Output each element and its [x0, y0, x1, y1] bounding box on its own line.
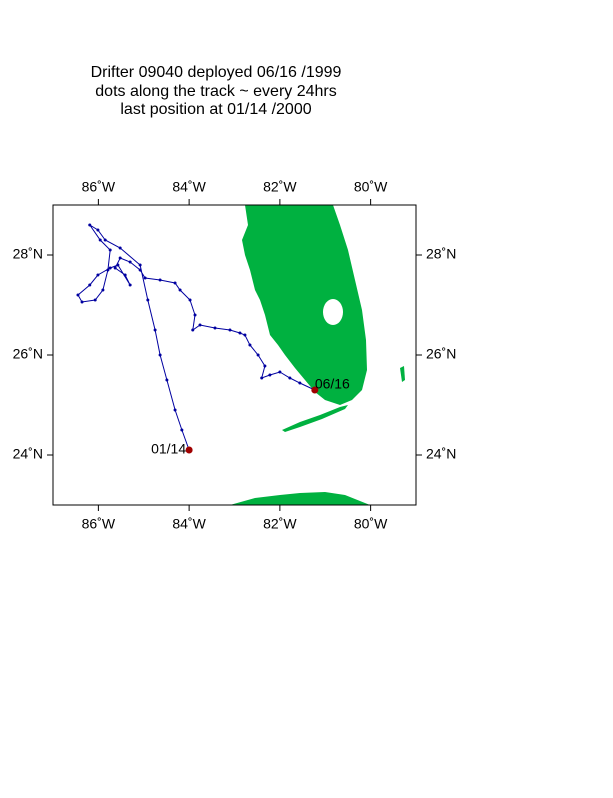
daily-dot [98, 238, 102, 242]
daily-dot [263, 364, 267, 368]
daily-dot [173, 408, 177, 412]
x-tick-label: 86˚W [82, 179, 116, 195]
keys [282, 405, 348, 432]
y-tick-label: 26˚N [426, 346, 456, 362]
daily-dot [80, 300, 84, 304]
y-tick-label: 26˚N [13, 346, 43, 362]
y-tick-label: 24˚N [426, 446, 456, 462]
daily-dot [173, 281, 177, 285]
daily-dot [238, 331, 242, 335]
daily-dot [180, 428, 184, 432]
daily-dot [278, 370, 282, 374]
daily-dot [108, 248, 112, 252]
daily-dot [88, 223, 92, 227]
daily-dot [165, 378, 169, 382]
daily-dot [118, 256, 122, 260]
daily-dot [138, 268, 142, 272]
daily-dot [298, 381, 302, 385]
florida [242, 205, 367, 405]
x-tick-label: 80˚W [354, 179, 388, 195]
daily-dot [153, 328, 157, 332]
y-tick-label: 24˚N [13, 446, 43, 462]
x-tick-label: 86˚W [82, 516, 116, 532]
daily-dot [108, 266, 112, 270]
daily-dot [88, 283, 92, 287]
start-label: 06/16 [315, 376, 350, 392]
title-line: dots along the track ~ every 24hrs [95, 83, 336, 100]
end-label: 01/14 [151, 441, 186, 457]
x-tick-label: 82˚W [263, 516, 297, 532]
end-marker [185, 446, 193, 454]
bahamas [400, 366, 405, 382]
daily-dot [128, 283, 132, 287]
daily-dot [106, 268, 110, 272]
daily-dot [96, 228, 100, 232]
daily-dot [256, 353, 260, 357]
daily-dot [188, 298, 192, 302]
x-tick-label: 84˚W [172, 179, 206, 195]
daily-dot [260, 376, 264, 380]
daily-dot [228, 328, 232, 332]
x-tick-label: 84˚W [172, 516, 206, 532]
daily-dot [243, 333, 247, 337]
daily-dot [103, 238, 107, 242]
daily-dot [158, 278, 162, 282]
daily-dot [248, 343, 252, 347]
daily-dot [288, 376, 292, 380]
daily-dot [143, 276, 147, 280]
title-line: Drifter 09040 deployed 06/16 /1999 [91, 64, 342, 81]
land [230, 205, 405, 505]
daily-dot [213, 326, 217, 330]
daily-dot [123, 273, 127, 277]
cuba [230, 492, 370, 505]
lake [323, 299, 343, 325]
daily-dot [96, 273, 100, 277]
daily-dot [193, 313, 197, 317]
x-tick-label: 82˚W [263, 179, 297, 195]
daily-dot [138, 263, 142, 267]
daily-dot [116, 263, 120, 267]
start-marker [311, 386, 319, 394]
y-tick-label: 28˚N [426, 246, 456, 262]
drifter-track [77, 224, 316, 451]
x-tick-label: 80˚W [354, 516, 388, 532]
daily-dot [113, 266, 117, 270]
daily-dot [198, 323, 202, 327]
daily-dot [146, 298, 150, 302]
daily-dot [191, 328, 195, 332]
title-line: last position at 01/14 /2000 [120, 101, 311, 118]
daily-dot [76, 293, 80, 297]
daily-dot [158, 353, 162, 357]
y-tick-label: 28˚N [13, 246, 43, 262]
daily-dot [268, 373, 272, 377]
daily-dot [101, 288, 105, 292]
daily-dot [178, 288, 182, 292]
daily-dot [128, 260, 132, 264]
daily-dot [118, 246, 122, 250]
daily-dot [93, 298, 97, 302]
